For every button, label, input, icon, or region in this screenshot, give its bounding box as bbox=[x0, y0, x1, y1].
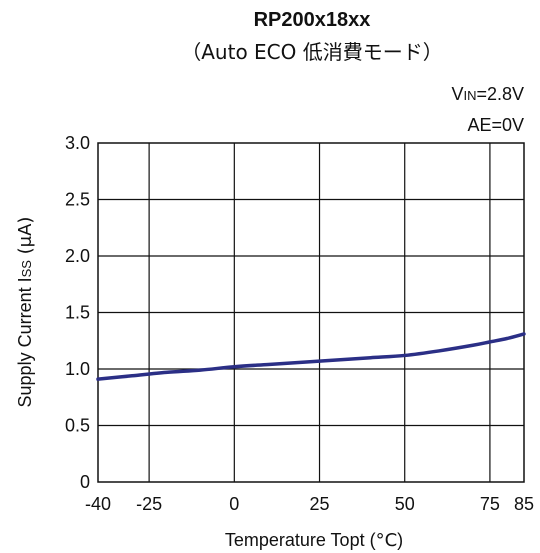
vin-subscript: IN bbox=[463, 88, 476, 103]
x-tick-label: 85 bbox=[514, 494, 534, 514]
vin-main: V bbox=[451, 84, 463, 104]
ae-annotation: AE=0V bbox=[467, 115, 524, 135]
x-tick-label: -25 bbox=[136, 494, 162, 514]
vin-value: =2.8V bbox=[476, 84, 524, 104]
y-axis-label-unit: (μA) bbox=[15, 217, 36, 261]
series-group bbox=[96, 332, 526, 381]
y-tick-label: 2.0 bbox=[65, 246, 90, 266]
grid bbox=[98, 143, 524, 482]
y-tick-label: 0 bbox=[80, 472, 90, 492]
y-tick-label: 2.5 bbox=[65, 190, 90, 210]
y-tick-labels: 0 0.5 1.0 1.5 2.0 2.5 3.0 bbox=[65, 133, 90, 492]
chart-title: RP200x18xx bbox=[254, 9, 371, 31]
y-tick-label: 1.5 bbox=[65, 303, 90, 323]
x-tick-label: 75 bbox=[480, 494, 500, 514]
x-axis-label-suffix: ) bbox=[397, 530, 403, 550]
x-tick-labels: -40 -25 0 25 50 75 85 bbox=[85, 494, 534, 514]
y-axis-label-text: Supply Current I bbox=[15, 277, 35, 407]
y-tick-label: 1.0 bbox=[65, 359, 90, 379]
series-line bbox=[96, 332, 526, 381]
x-tick-label: 25 bbox=[310, 494, 330, 514]
vin-annotation: VIN=2.8V bbox=[451, 84, 524, 104]
plot-frame bbox=[97, 142, 525, 483]
x-tick-label: 50 bbox=[395, 494, 415, 514]
x-tick-label: 0 bbox=[229, 494, 239, 514]
chart-subtitle: （Auto ECO 低消費モード） bbox=[181, 40, 443, 64]
y-axis-label: Supply Current ISS (μA) bbox=[15, 217, 36, 408]
x-axis-label: Temperature Topt (°C) bbox=[225, 530, 403, 551]
y-axis-label-subscript: SS bbox=[19, 260, 34, 278]
x-axis-label-unit: °C bbox=[376, 530, 398, 551]
y-tick-label: 3.0 bbox=[65, 133, 90, 153]
x-axis-label-text: Temperature Topt ( bbox=[225, 530, 376, 550]
x-tick-label: -40 bbox=[85, 494, 111, 514]
y-tick-label: 0.5 bbox=[65, 416, 90, 436]
